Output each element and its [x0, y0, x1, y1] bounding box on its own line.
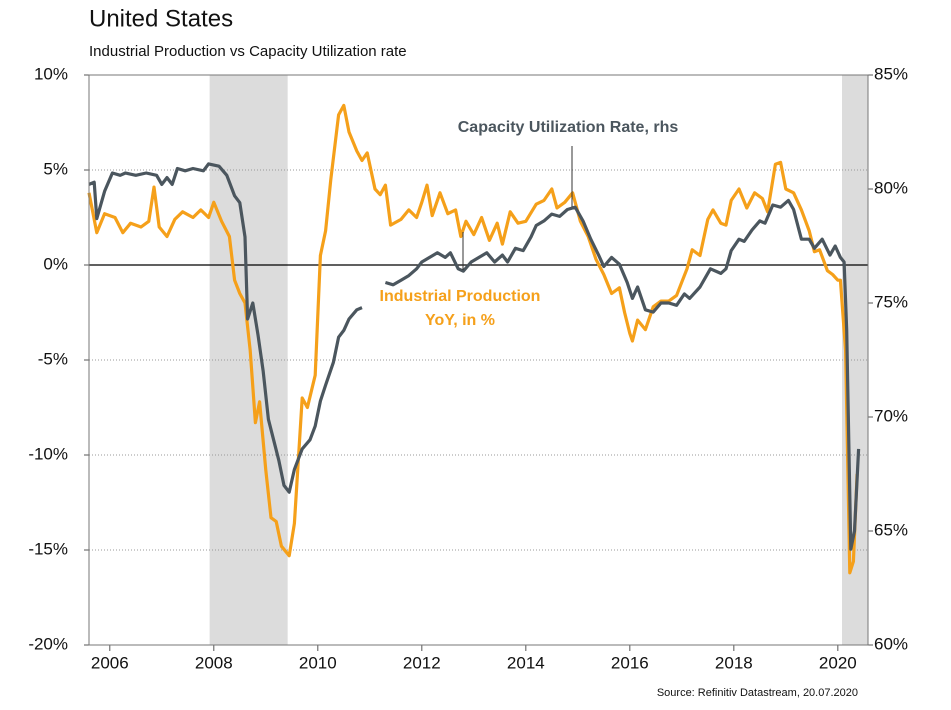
- x-tick-label: 2008: [195, 653, 233, 672]
- x-tick-label: 2010: [299, 653, 337, 672]
- x-tick-label: 2018: [715, 653, 753, 672]
- y-tick-label: -15%: [28, 539, 68, 558]
- lines-layer: [87, 103, 861, 575]
- series-label: Industrial Production: [380, 288, 541, 305]
- y-tick-label: 0%: [43, 254, 68, 273]
- y2-tick-label: 85%: [874, 64, 908, 83]
- series-label: YoY, in %: [425, 312, 495, 329]
- axes-layer: -20% -15% -10% -5% 0% 5% 10% 60% 65% 70% 75% 80% 85%…: [28, 64, 908, 672]
- y2-tick-label: 70%: [874, 406, 908, 425]
- series-label: Capacity Utilization Rate, rhs: [458, 119, 679, 136]
- series-line: [88, 162, 861, 551]
- series-line: [87, 103, 859, 575]
- x-tick-label: 2012: [403, 653, 441, 672]
- y-tick-label: -10%: [28, 444, 68, 463]
- y2-tick-label: 75%: [874, 292, 908, 311]
- plot-frame: [88, 74, 869, 646]
- grid-layer: [89, 169, 868, 551]
- y-tick-label: -5%: [38, 349, 68, 368]
- x-tick-label: 2020: [819, 653, 857, 672]
- y-tick-label: 5%: [43, 159, 68, 178]
- x-tick-label: 2014: [507, 653, 545, 672]
- y2-tick-label: 80%: [874, 178, 908, 197]
- chart-title: United States: [89, 5, 233, 32]
- x-tick-label: 2016: [611, 653, 649, 672]
- x-tick-label: 2006: [91, 653, 129, 672]
- chart-subtitle: Industrial Production vs Capacity Utiliz…: [89, 43, 407, 60]
- y2-tick-label: 65%: [874, 520, 908, 539]
- y-tick-label: -20%: [28, 634, 68, 653]
- y-tick-label: 10%: [34, 64, 68, 83]
- y2-tick-label: 60%: [874, 634, 908, 653]
- source: Source: Refinitiv Datastream, 20.07.2020: [657, 687, 858, 699]
